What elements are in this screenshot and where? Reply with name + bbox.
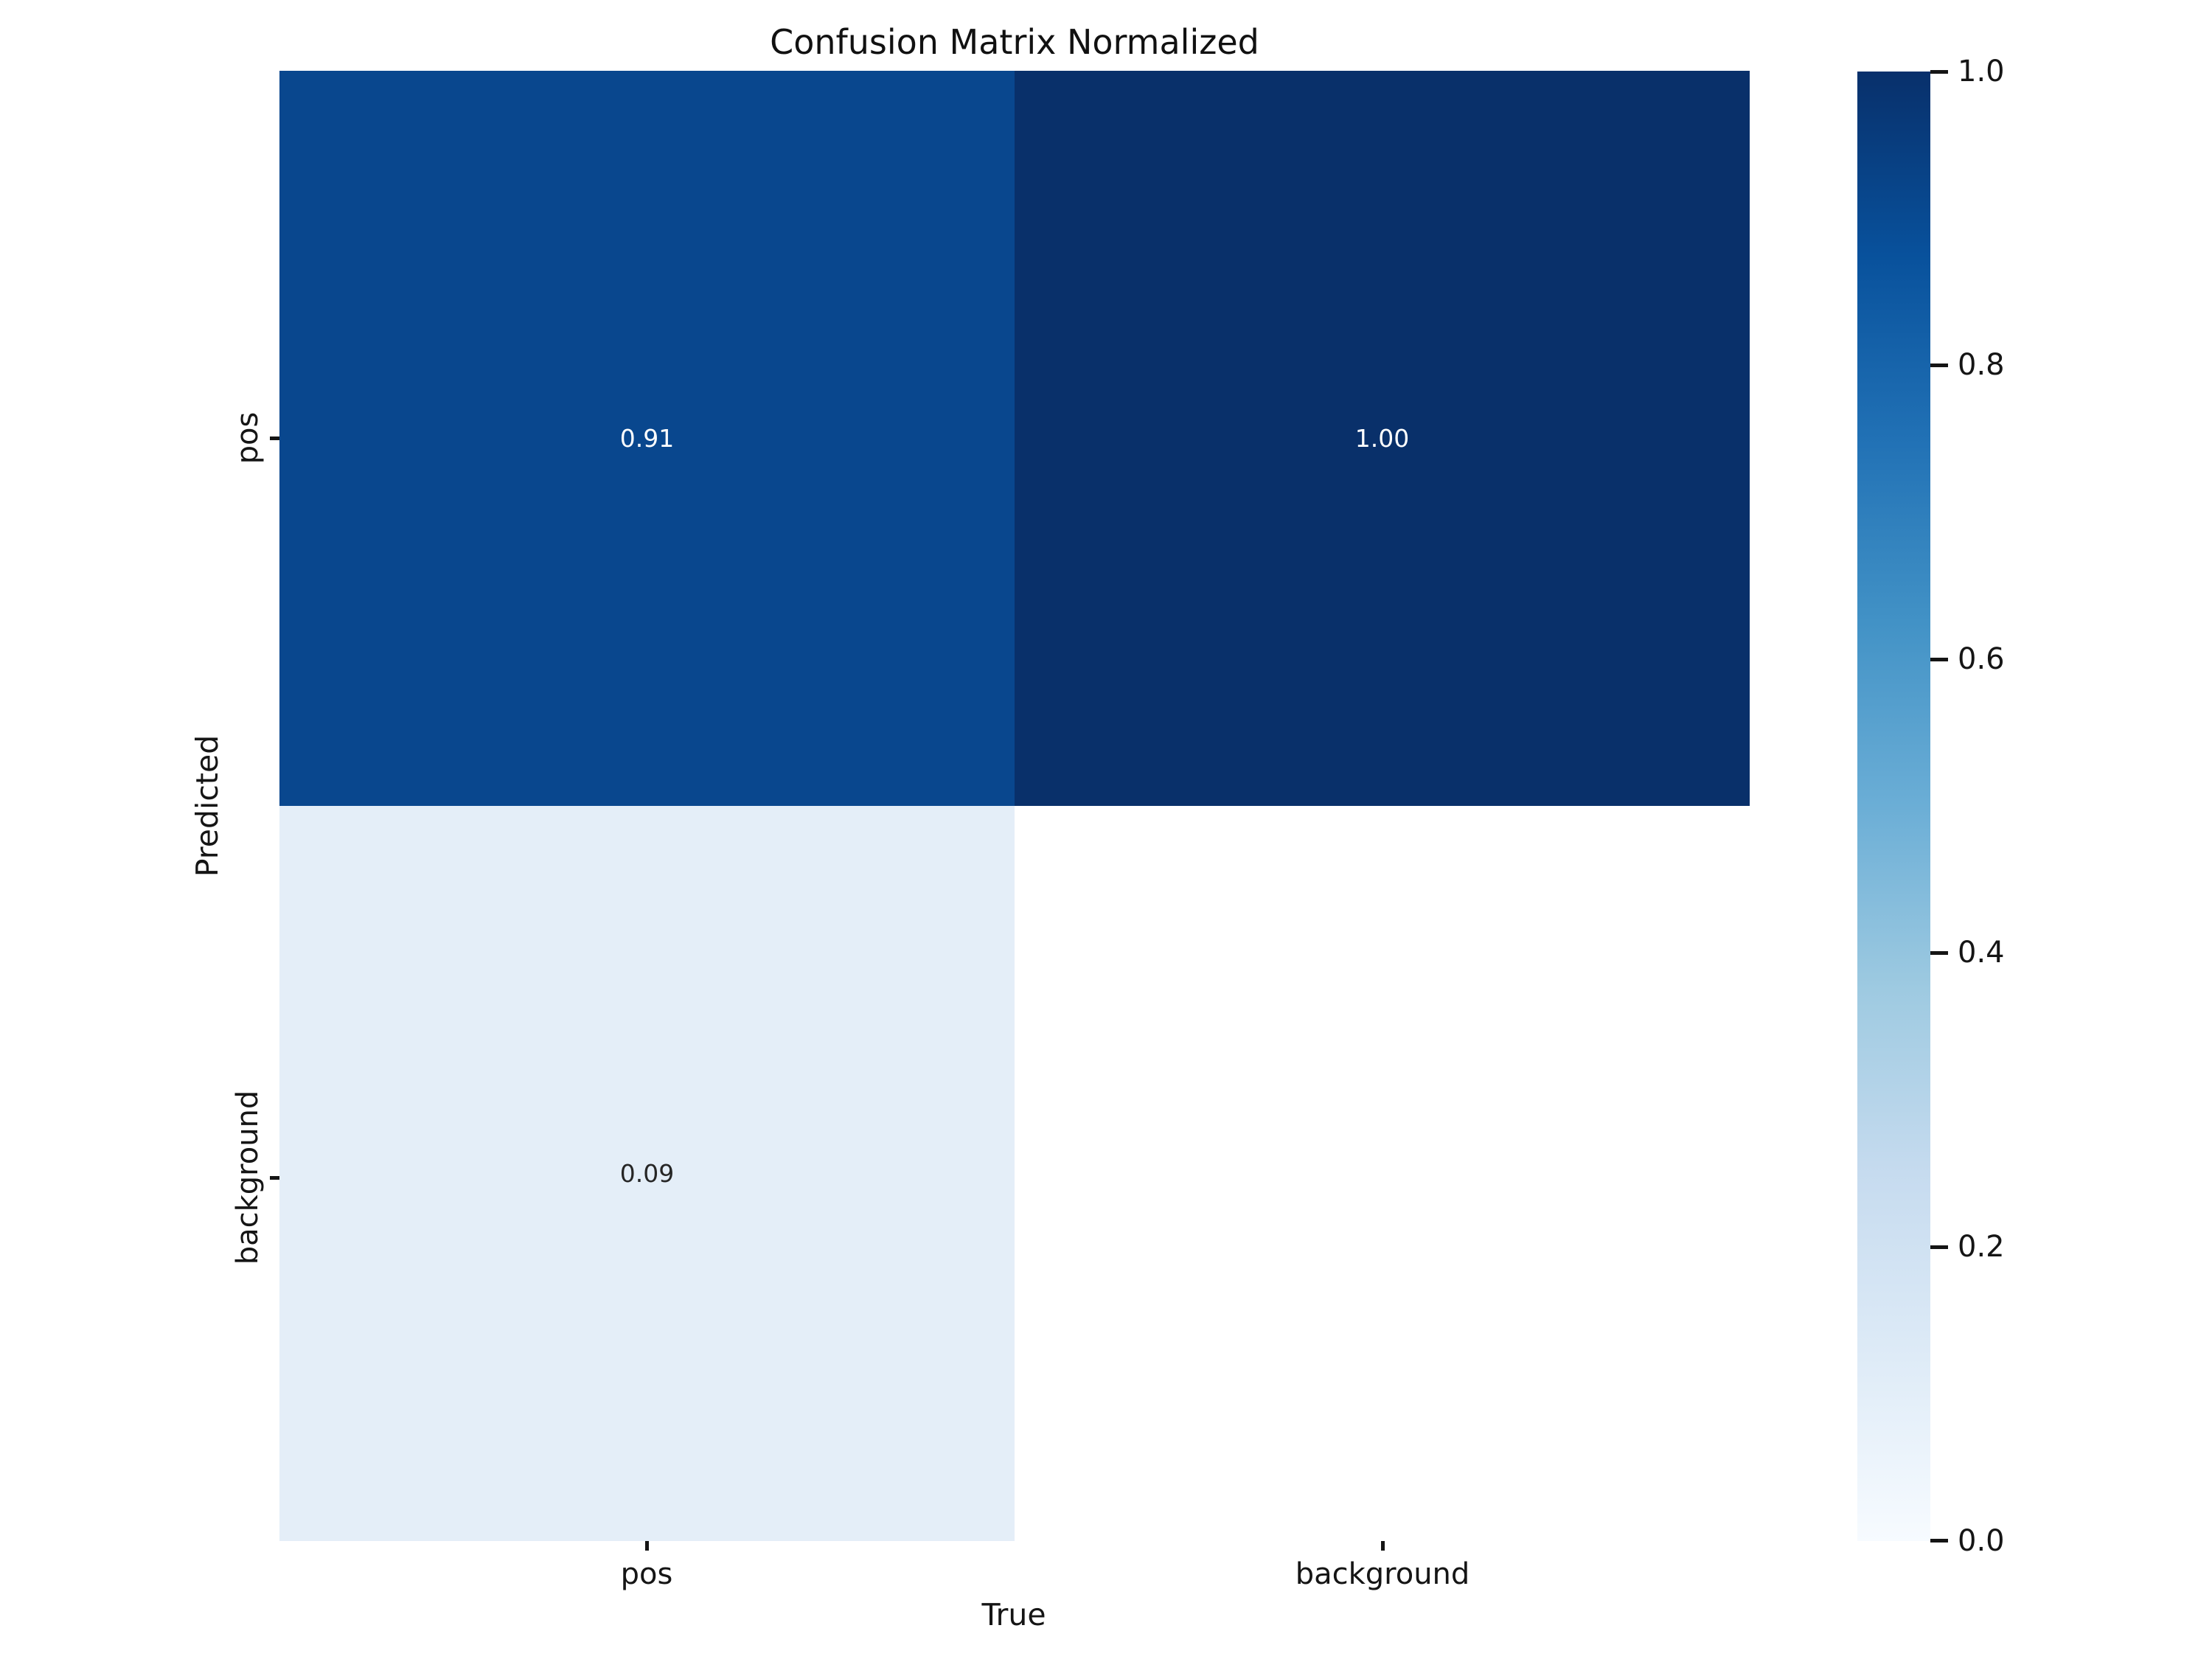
colorbar-tick-mark <box>1930 658 1948 661</box>
x-tick-label-background: background <box>1295 1557 1470 1591</box>
colorbar-tick-mark <box>1930 951 1948 955</box>
colorbar-tick-label: 1.0 <box>1958 55 2005 88</box>
y-tick-label-pos: pos <box>231 411 265 465</box>
y-tick-mark <box>270 437 279 440</box>
colorbar-tick-label: 0.8 <box>1958 348 2005 382</box>
x-tick-mark <box>645 1541 649 1551</box>
heatmap-cell-pred-background-true-background <box>1015 806 1750 1541</box>
heatmap-cell-pred-background-true-pos: 0.09 <box>279 806 1015 1541</box>
heatmap-cell-pred-pos-true-background: 1.00 <box>1015 71 1750 806</box>
colorbar-tick-label: 0.0 <box>1958 1524 2005 1558</box>
y-axis-label: Predicted <box>189 734 225 877</box>
colorbar-tick-mark <box>1930 364 1948 367</box>
heatmap-grid: 0.91 1.00 0.09 <box>279 71 1750 1541</box>
y-tick-mark <box>270 1176 279 1180</box>
x-tick-mark <box>1381 1541 1385 1551</box>
colorbar-tick-mark <box>1930 1539 1948 1543</box>
heatmap-cell-pred-pos-true-pos: 0.91 <box>279 71 1015 806</box>
colorbar-tick-label: 0.2 <box>1958 1230 2005 1264</box>
x-axis-label: True <box>981 1597 1046 1632</box>
x-tick-label-pos: pos <box>620 1557 673 1591</box>
colorbar-tick-mark <box>1930 1245 1948 1249</box>
colorbar-tick-mark <box>1930 70 1948 74</box>
colorbar-gradient <box>1857 72 1930 1541</box>
y-tick-label-background: background <box>231 1090 265 1265</box>
chart-title: Confusion Matrix Normalized <box>770 22 1259 62</box>
colorbar-tick-label: 0.4 <box>1958 936 2005 970</box>
colorbar-tick-label: 0.6 <box>1958 642 2005 676</box>
